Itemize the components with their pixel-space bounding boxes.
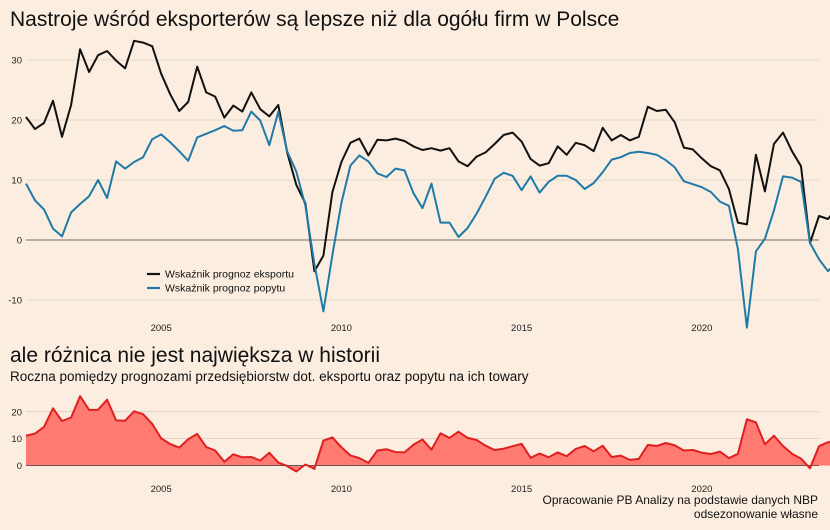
series-line-2 — [25, 110, 830, 329]
y-tick-label: 10 — [11, 176, 22, 187]
x-tick-label: 2015 — [511, 323, 532, 334]
method-note: odsezonowanie własne — [693, 507, 818, 521]
x-tick-label: 2010 — [331, 323, 352, 334]
source-text: Opracowanie PB Analizy na podstawie dany… — [542, 493, 819, 507]
chart-title: Nastroje wśród eksporterów są lepsze niż… — [10, 8, 620, 31]
chart-title-2: ale różnica nie jest największa w histor… — [10, 344, 380, 367]
series-line-1 — [25, 395, 830, 473]
panel-2: 0 10 20 2005 2010 2015 2020 — [11, 395, 830, 495]
chart-subtitle-2: Roczna pomiędzy prognozami przedsiębiors… — [10, 369, 529, 384]
y-tick-label: 0 — [17, 461, 22, 472]
x-tick-label: 2015 — [511, 484, 532, 495]
x-tick-label: 2020 — [691, 484, 712, 495]
legend-label: Wskaźnik prognoz eksportu — [165, 269, 294, 281]
x-tick-label: 2005 — [151, 323, 172, 334]
y-tick-label: 20 — [11, 407, 22, 418]
x-tick-label: 2005 — [151, 484, 172, 495]
y-tick-label: 10 — [11, 434, 22, 445]
y-tick-label: 0 — [17, 236, 22, 247]
y-tick-label: -10 — [8, 296, 22, 307]
series-line-1 — [25, 39, 830, 273]
panel-1: -10 0 10 20 30 2005 2010 2015 2020 Wskaźnik progn… — [8, 39, 830, 334]
source-note: Opracowanie PB Analizy na podstawie dany… — [543, 493, 819, 521]
x-tick-label: 2020 — [691, 323, 712, 334]
difference-area — [26, 396, 830, 472]
x-tick-label: 2010 — [331, 484, 352, 495]
legend: Wskaźnik prognoz eksportu Wskaźnik progno… — [147, 269, 294, 295]
y-tick-label: 20 — [11, 116, 22, 127]
y-tick-label: 30 — [11, 56, 22, 67]
legend-label: Wskaźnik prognoz popytu — [165, 283, 285, 295]
